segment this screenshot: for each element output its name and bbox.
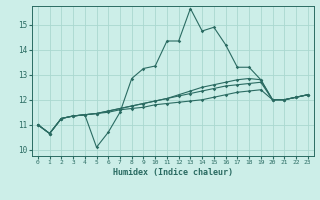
X-axis label: Humidex (Indice chaleur): Humidex (Indice chaleur) [113,168,233,177]
